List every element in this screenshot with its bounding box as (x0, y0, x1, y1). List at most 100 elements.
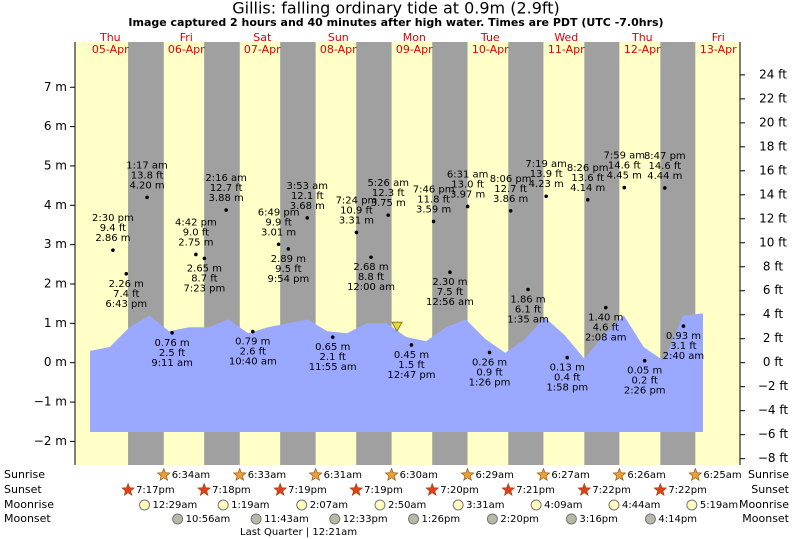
moonset-icon (644, 513, 656, 525)
tide-label: 14.6 ft (608, 161, 641, 172)
tide-label: 11.8 ft (417, 194, 450, 205)
moonset-icon (250, 513, 262, 525)
moonset-time: 4:14pm (658, 514, 697, 525)
sunset-icon (501, 482, 516, 496)
moonset-icon (329, 513, 341, 525)
moonrise-icon (374, 499, 386, 511)
tide-label: 9:11 am (151, 358, 193, 369)
tide-point (431, 219, 436, 224)
day-weekday: Fri (180, 31, 193, 44)
tide-point (386, 213, 391, 217)
y-tick-label: 0 m (44, 355, 67, 369)
day-date: 06-Apr (168, 43, 205, 56)
tide-point (224, 208, 228, 212)
tide-label: 3.75 m (371, 198, 406, 209)
sunset-icon (121, 482, 135, 496)
tide-label: 1:58 pm (546, 383, 588, 394)
moonset-time: 12:33pm (343, 514, 388, 525)
tide-label: 0.13 m (550, 363, 585, 374)
tide-point (642, 358, 647, 363)
tide-label: 8:47 pm (644, 151, 686, 162)
tide-label: 1:26 pm (469, 377, 511, 388)
tide-label: 3.1 ft (670, 341, 696, 352)
day-date: 13-Apr (700, 43, 737, 56)
tide-label: 3.59 m (416, 204, 451, 215)
tide-label: 0.65 m (315, 342, 350, 353)
tide-label: 8.8 ft (358, 272, 384, 283)
day-weekday: Wed (554, 31, 578, 44)
tide-point (465, 204, 470, 209)
chart-subtitle: Image captured 2 hours and 40 minutes af… (128, 16, 663, 29)
y2-tick-label: 2 ft (763, 331, 783, 345)
tide-label: 10.9 ft (340, 205, 373, 216)
tide-label: 13.6 ft (571, 173, 604, 184)
tide-label: 3.86 m (493, 194, 528, 205)
tide-label: 12.3 ft (372, 188, 405, 199)
tide-point (202, 256, 207, 261)
y2-tick-label: 16 ft (759, 163, 787, 177)
sunset-icon (197, 482, 212, 496)
day-weekday: Sat (253, 31, 272, 44)
tide-label: 10:40 am (229, 357, 277, 368)
y2-tick-label: 24 ft (759, 67, 787, 81)
moonset-time: 11:43am (264, 514, 309, 525)
moonrise-icon (686, 499, 698, 511)
tide-label: 12:00 am (347, 282, 395, 293)
day-weekday: Sun (328, 31, 349, 44)
tide-label: 5:26 am (367, 178, 409, 189)
sunrise-icon (232, 467, 247, 481)
row-label: Sunrise (748, 468, 789, 481)
tide-label: 8:06 pm (490, 174, 532, 185)
tide-label: 12.7 ft (494, 184, 527, 195)
moonrise-icon (608, 499, 620, 511)
tide-label: 7:24 pm (336, 195, 378, 206)
tide-label: 2.86 m (95, 233, 130, 244)
current-marker (391, 321, 403, 333)
day-date: 09-Apr (396, 43, 433, 56)
y2-tick-label: 18 ft (759, 139, 787, 153)
moonrise-time: 2:07am (310, 500, 348, 511)
sunrise-icon (612, 467, 627, 481)
y2-tick-label: −2 ft (758, 379, 789, 393)
sunset-icon (425, 482, 440, 496)
row-label: Sunrise (4, 468, 45, 481)
tide-point (622, 185, 627, 190)
moonrise-time: 5:19am (700, 500, 738, 511)
day-weekday: Mon (403, 31, 426, 44)
y2-tick-label: −6 ft (758, 427, 789, 441)
tide-point (448, 270, 452, 274)
row-label: Sunset (4, 483, 42, 496)
tide-label: 0.79 m (235, 337, 270, 348)
sunset-time: 7:20pm (440, 485, 479, 496)
tide-label: 6.1 ft (515, 305, 541, 316)
y2-tick-label: 14 ft (759, 187, 787, 201)
moonrise-time: 1:19am (231, 500, 269, 511)
tide-label: 6:31 am (447, 169, 489, 180)
tide-label: 0.05 m (627, 366, 662, 377)
y-tick-label: 1 m (44, 316, 67, 330)
y2-tick-label: 22 ft (759, 91, 787, 105)
tide-point (681, 324, 686, 328)
tide-label: 9.9 ft (265, 217, 291, 228)
tide-label: 9.5 ft (275, 264, 301, 275)
sunrise-icon (156, 467, 171, 481)
tide-label: 0.26 m (472, 357, 507, 368)
tide-point (487, 350, 492, 355)
moonset-icon (486, 513, 498, 525)
sunset-icon (349, 482, 364, 496)
day-weekday: Thu (631, 31, 653, 44)
tide-label: 1.40 m (588, 313, 623, 324)
tide-area (90, 313, 703, 432)
y-tick-label: 7 m (44, 80, 67, 94)
tide-label: 2.1 ft (320, 352, 346, 363)
sunrise-time: 6:27am (551, 470, 589, 481)
tide-label: 14.6 ft (648, 161, 681, 172)
tide-label: 7:59 am (604, 151, 646, 162)
tide-label: 4.6 ft (593, 323, 619, 334)
y-tick-label: −1 m (34, 395, 67, 409)
moonrise-time: 12:29am (153, 500, 198, 511)
tide-label: 0.76 m (154, 338, 189, 349)
sunrise-icon (536, 467, 551, 481)
tide-label: 0.2 ft (632, 376, 658, 387)
tide-label: 12.7 ft (210, 183, 243, 194)
